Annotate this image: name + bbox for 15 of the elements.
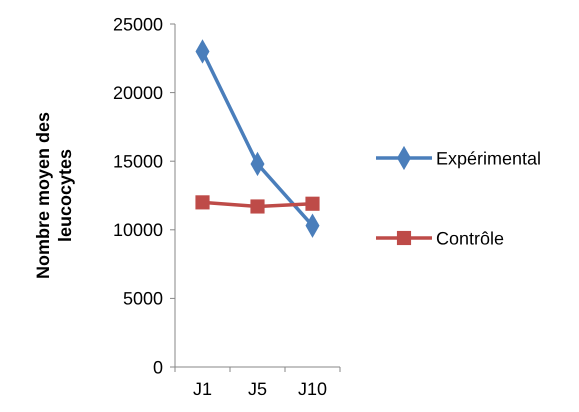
y-tick-label: 25000 [112,14,163,34]
point [195,195,210,210]
y-tick-label: 15000 [112,152,163,172]
x-tick-label: J1 [192,379,212,399]
point [250,199,265,214]
legend-label: Contrôle [436,228,504,248]
y-tick-label: 20000 [112,82,163,103]
x-tick-label: J5 [248,379,268,399]
point [305,196,320,211]
y-tick-label: 5000 [122,288,163,309]
y-axis-title: Nombre moyen des leucocytes [33,112,75,280]
legend-label: Expérimental [436,148,542,168]
y-tick-label: 10000 [112,220,163,240]
x-tick-label: J10 [298,379,328,399]
y-tick-label: 0 [152,357,163,378]
